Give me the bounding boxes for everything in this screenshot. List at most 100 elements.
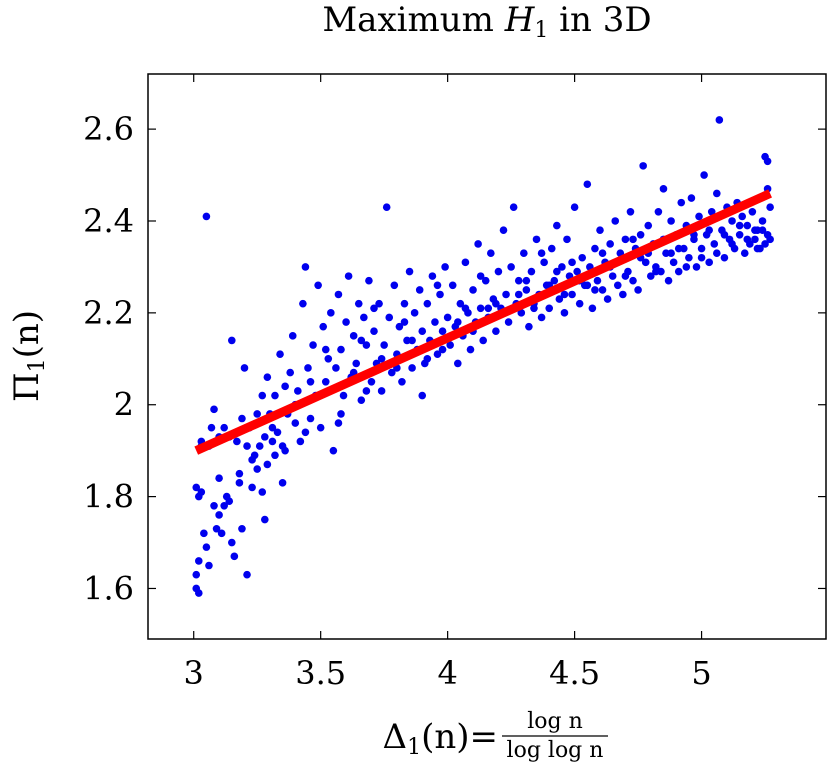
data-point bbox=[674, 244, 683, 253]
data-point bbox=[281, 446, 289, 455]
data-point bbox=[743, 235, 752, 244]
data-point bbox=[530, 304, 538, 313]
x-axis-label-arg: (n) bbox=[421, 717, 469, 757]
data-point bbox=[603, 295, 612, 303]
data-point bbox=[697, 253, 706, 262]
y-tick-label: 2.4 bbox=[83, 202, 134, 240]
data-point bbox=[547, 244, 556, 253]
data-point bbox=[710, 240, 719, 248]
data-point bbox=[321, 345, 330, 354]
data-point bbox=[568, 258, 576, 267]
data-point bbox=[332, 364, 340, 372]
data-point bbox=[748, 208, 757, 216]
data-point bbox=[446, 341, 454, 349]
data-point bbox=[210, 501, 218, 510]
data-point bbox=[537, 313, 546, 322]
data-point bbox=[304, 364, 312, 372]
data-point bbox=[588, 304, 597, 313]
data-point bbox=[400, 299, 409, 308]
data-point bbox=[476, 304, 485, 313]
data-point bbox=[316, 423, 325, 432]
data-point bbox=[408, 336, 416, 345]
data-point bbox=[669, 258, 678, 267]
data-point bbox=[233, 437, 241, 446]
data-point bbox=[654, 208, 663, 216]
data-point bbox=[319, 322, 328, 331]
data-point bbox=[352, 359, 361, 368]
scatter-points bbox=[192, 116, 774, 597]
data-point bbox=[192, 483, 201, 492]
data-point bbox=[682, 263, 691, 271]
data-point bbox=[248, 456, 256, 464]
data-point bbox=[646, 272, 655, 280]
data-point bbox=[713, 249, 721, 257]
data-point bbox=[438, 345, 447, 354]
data-point bbox=[288, 332, 297, 340]
data-point bbox=[377, 387, 386, 395]
data-point bbox=[271, 391, 279, 400]
data-point bbox=[235, 479, 244, 487]
data-point bbox=[611, 217, 620, 225]
data-point bbox=[301, 428, 310, 437]
data-point bbox=[553, 221, 561, 230]
data-point bbox=[453, 359, 462, 368]
data-point bbox=[591, 244, 599, 253]
data-point bbox=[697, 244, 706, 253]
data-point bbox=[441, 263, 449, 271]
data-point bbox=[415, 286, 424, 294]
data-point bbox=[263, 460, 272, 469]
data-point bbox=[667, 217, 675, 225]
data-point bbox=[408, 364, 416, 372]
data-point bbox=[507, 263, 515, 271]
data-point bbox=[466, 345, 475, 354]
data-point bbox=[705, 226, 713, 234]
data-point bbox=[550, 276, 559, 285]
data-point bbox=[321, 377, 330, 386]
data-point bbox=[720, 230, 729, 239]
data-point bbox=[502, 290, 510, 299]
data-point bbox=[207, 423, 216, 432]
x-axis-label-numerator: log n bbox=[527, 709, 583, 734]
data-point bbox=[652, 267, 660, 276]
data-point bbox=[522, 286, 531, 294]
data-point bbox=[357, 396, 366, 404]
data-point bbox=[735, 230, 744, 239]
data-point bbox=[766, 235, 774, 244]
data-point bbox=[367, 377, 376, 386]
chart-title: Maximum H1 in 3D bbox=[322, 0, 651, 43]
data-point bbox=[255, 442, 264, 450]
y-tick-label: 2.6 bbox=[83, 110, 134, 148]
data-point bbox=[487, 249, 495, 257]
y-tick-label: 1.6 bbox=[83, 569, 134, 607]
data-point bbox=[268, 437, 277, 446]
data-point bbox=[695, 212, 703, 221]
data-point bbox=[738, 212, 747, 221]
data-point bbox=[504, 318, 513, 326]
x-axis-label-eq: = bbox=[470, 717, 499, 757]
data-point bbox=[715, 116, 724, 124]
data-point bbox=[261, 433, 269, 441]
data-point bbox=[527, 267, 536, 276]
data-point bbox=[644, 221, 653, 230]
data-point bbox=[296, 437, 305, 446]
data-point bbox=[598, 286, 607, 294]
data-point bbox=[509, 203, 518, 212]
data-point bbox=[593, 276, 602, 285]
data-point bbox=[380, 341, 388, 349]
data-point bbox=[309, 341, 317, 349]
data-point bbox=[418, 327, 427, 336]
svg-text:Δ1(n)=: Δ1(n)= bbox=[383, 717, 499, 760]
data-point bbox=[225, 497, 234, 505]
data-point bbox=[261, 515, 269, 524]
data-point bbox=[357, 336, 366, 345]
data-point bbox=[431, 318, 439, 326]
data-point bbox=[677, 198, 686, 207]
data-point bbox=[194, 589, 203, 597]
data-point bbox=[583, 281, 592, 290]
data-point bbox=[306, 377, 315, 386]
data-point bbox=[619, 290, 627, 299]
data-point bbox=[568, 290, 576, 299]
data-point bbox=[751, 226, 759, 234]
y-tick-label: 2.2 bbox=[83, 294, 134, 332]
data-point bbox=[598, 249, 607, 257]
